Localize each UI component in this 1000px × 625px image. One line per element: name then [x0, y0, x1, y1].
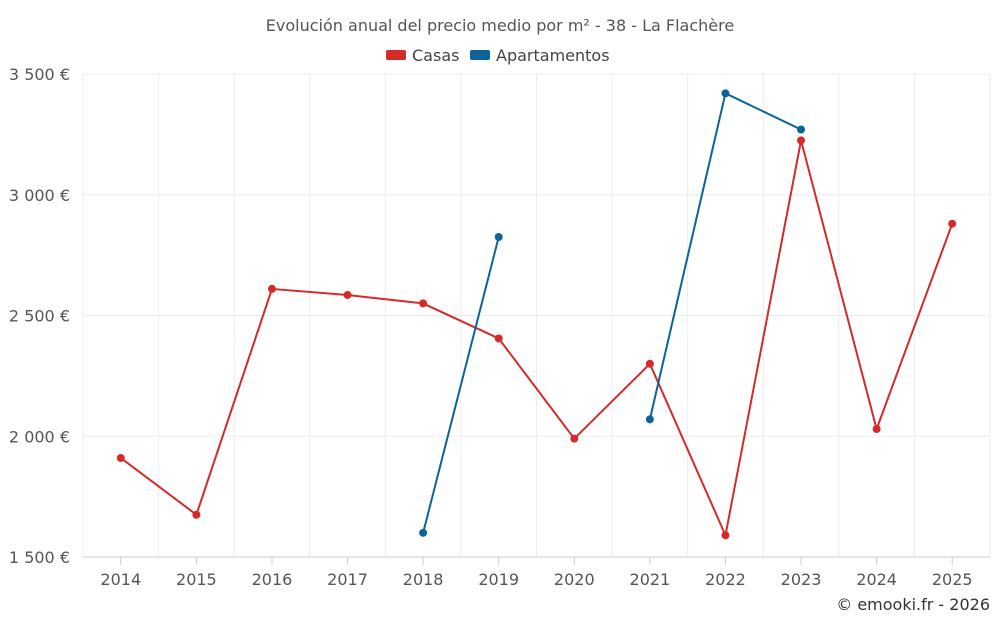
x-tick-label: 2024 [856, 570, 897, 589]
series-line-apartamentos [422, 236, 500, 534]
y-tick-label: 2 500 € [9, 307, 70, 326]
legend-label-casas: Casas [412, 46, 459, 65]
data-point-apartamentos[interactable] [797, 125, 806, 134]
legend: Casas Apartamentos [386, 46, 610, 65]
data-point-casas[interactable] [116, 453, 125, 462]
grid [82, 73, 991, 557]
data-point-apartamentos[interactable] [721, 89, 730, 98]
x-tick-label: 2022 [705, 570, 746, 589]
legend-swatch-apartamentos [470, 50, 490, 60]
y-tick-label: 1 500 € [9, 548, 70, 567]
x-tick-label: 2018 [403, 570, 444, 589]
data-point-casas[interactable] [343, 290, 352, 299]
x-tick-label: 2017 [327, 570, 368, 589]
data-point-casas[interactable] [494, 334, 503, 343]
legend-swatch-casas [386, 50, 406, 60]
chart-title: Evolución anual del precio medio por m² … [266, 16, 734, 35]
data-point-apartamentos[interactable] [645, 415, 654, 424]
y-tick-label: 3 000 € [9, 186, 70, 205]
data-point-apartamentos[interactable] [494, 233, 503, 242]
series-line-casas [120, 139, 954, 537]
legend-item-apartamentos[interactable]: Apartamentos [470, 46, 610, 65]
series [116, 89, 957, 540]
data-point-casas[interactable] [419, 299, 428, 308]
x-tick-label: 2016 [252, 570, 293, 589]
x-tick-label: 2020 [554, 570, 595, 589]
credit-text: © emooki.fr - 2026 [836, 595, 990, 614]
data-point-casas[interactable] [645, 359, 654, 368]
data-point-apartamentos[interactable] [419, 528, 428, 537]
y-tick-label: 2 000 € [9, 427, 70, 446]
data-point-casas[interactable] [872, 425, 881, 434]
data-point-casas[interactable] [948, 219, 957, 228]
data-point-casas[interactable] [797, 136, 806, 145]
legend-label-apartamentos: Apartamentos [496, 46, 610, 65]
data-point-casas[interactable] [570, 434, 579, 443]
x-tick-label: 2025 [932, 570, 973, 589]
x-tick-label: 2015 [176, 570, 217, 589]
y-tick-label: 3 500 € [9, 65, 70, 84]
x-tick-label: 2019 [478, 570, 519, 589]
x-tick-label: 2023 [781, 570, 822, 589]
legend-item-casas[interactable]: Casas [386, 46, 459, 65]
x-tick-label: 2021 [630, 570, 671, 589]
data-point-casas[interactable] [721, 531, 730, 540]
x-tick-label: 2014 [100, 570, 141, 589]
axes: 1 500 € 2 000 € 2 500 € 3 000 € 3 500 € 2014 2… [9, 65, 990, 589]
data-point-casas[interactable] [267, 284, 276, 293]
data-point-casas[interactable] [192, 510, 201, 519]
